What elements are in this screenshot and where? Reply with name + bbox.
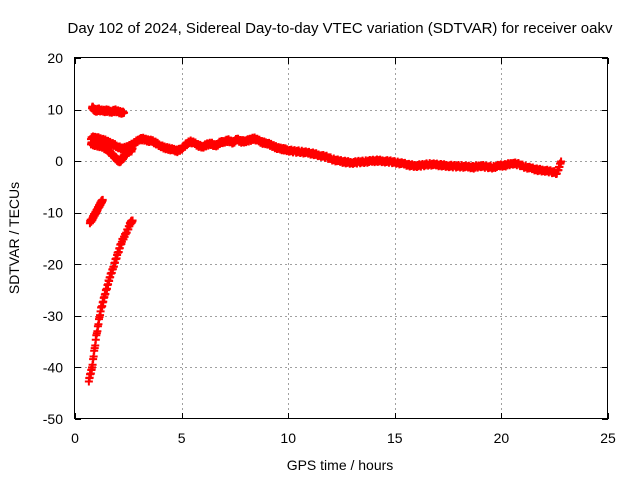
- x-axis-label: GPS time / hours: [287, 457, 394, 473]
- x-tick-label: 15: [387, 430, 403, 446]
- y-axis-label: SDTVAR / TECUs: [6, 182, 22, 294]
- data-point: [128, 216, 137, 225]
- y-axis: -50 -40 -30 -20 -10 0 10 20: [43, 50, 608, 427]
- y-tick-label: 10: [47, 102, 63, 118]
- y-tick-label: -30: [43, 308, 63, 324]
- x-tick-label: 25: [600, 430, 616, 446]
- chart-title: Day 102 of 2024, Sidereal Day-to-day VTE…: [68, 20, 613, 37]
- grid-lines: [75, 58, 608, 419]
- y-tick-label: 0: [55, 153, 63, 169]
- data-point: [98, 195, 107, 204]
- plot-frame: [74, 57, 608, 419]
- y-tick-label: 20: [47, 50, 63, 66]
- data-point: [557, 157, 566, 166]
- y-tick-label: -10: [43, 205, 63, 221]
- data-points: [84, 102, 566, 386]
- y-tick-label: -40: [43, 359, 63, 375]
- x-tick-label: 0: [71, 430, 79, 446]
- x-tick-label: 5: [178, 430, 186, 446]
- y-tick-label: -50: [43, 411, 63, 427]
- data-point: [120, 108, 129, 117]
- y-tick-label: -20: [43, 256, 63, 272]
- x-axis: 0 5 10 15 20 25: [71, 58, 616, 446]
- x-tick-label: 10: [280, 430, 296, 446]
- x-tick-label: 20: [494, 430, 510, 446]
